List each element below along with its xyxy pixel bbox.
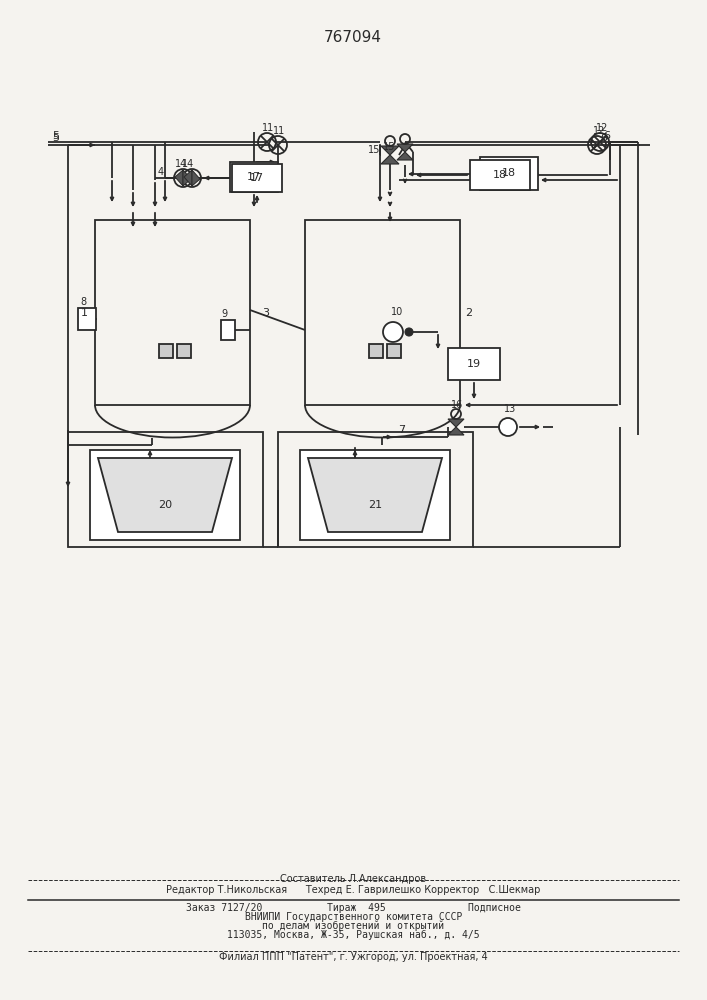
Bar [300, 450, 450, 540]
Polygon shape [175, 170, 183, 186]
Polygon shape [448, 419, 464, 427]
Text: 11: 11 [273, 126, 285, 136]
Bar [278, 432, 473, 547]
Text: 18: 18 [493, 170, 507, 180]
Text: 3: 3 [262, 308, 269, 318]
Bar [95, 220, 250, 405]
Text: 5: 5 [52, 131, 59, 141]
Text: ВНИИПИ Государственного комитета СССР: ВНИИПИ Государственного комитета СССР [245, 912, 462, 922]
Bar [305, 220, 460, 405]
Text: 15: 15 [383, 142, 395, 152]
Circle shape [405, 328, 413, 336]
Text: 14: 14 [175, 159, 187, 169]
Text: 21: 21 [368, 500, 382, 510]
Text: 14: 14 [182, 159, 194, 169]
Polygon shape [381, 146, 399, 155]
Polygon shape [448, 427, 464, 435]
Text: 6: 6 [600, 133, 607, 143]
Polygon shape [98, 458, 232, 532]
Text: 12: 12 [593, 126, 605, 136]
Polygon shape [183, 170, 191, 186]
Polygon shape [397, 144, 413, 152]
Text: по делам изобретений и открытий: по делам изобретений и открытий [262, 921, 445, 931]
Bar [159, 344, 173, 358]
Text: 9: 9 [221, 309, 227, 319]
Text: 113035, Москва, Ж-35, Раушская наб., д. 4/5: 113035, Москва, Ж-35, Раушская наб., д. … [227, 930, 480, 940]
Circle shape [499, 418, 517, 436]
Text: 13: 13 [504, 404, 516, 414]
Text: 11: 11 [262, 123, 274, 133]
Bar [480, 157, 538, 190]
Bar [68, 432, 263, 547]
Polygon shape [192, 170, 200, 186]
Text: 16: 16 [451, 400, 463, 410]
Bar [232, 164, 282, 192]
Text: 12: 12 [596, 123, 609, 133]
Text: 5: 5 [52, 133, 59, 143]
Text: 767094: 767094 [324, 30, 382, 45]
Text: 1: 1 [81, 308, 88, 318]
Polygon shape [397, 152, 413, 160]
Bar [369, 344, 383, 358]
Text: Заказ 7127/20           Тираж  495              Подписное: Заказ 7127/20 Тираж 495 Подписное [186, 903, 521, 913]
Text: 10: 10 [391, 307, 403, 317]
Text: 4: 4 [158, 167, 164, 177]
Bar [90, 450, 240, 540]
Text: Составитель Л.Александров: Составитель Л.Александров [281, 874, 426, 884]
Bar [470, 160, 530, 190]
Polygon shape [381, 155, 399, 164]
Bar [230, 162, 278, 192]
Text: 15: 15 [368, 145, 380, 155]
Text: Редактор Т.Никольская      Техред Е. Гаврилешко Корректор   С.Шекмар: Редактор Т.Никольская Техред Е. Гаврилеш… [166, 885, 541, 895]
Text: 8: 8 [80, 297, 86, 307]
Text: 6: 6 [603, 131, 610, 141]
Circle shape [383, 322, 403, 342]
Text: 20: 20 [158, 500, 172, 510]
Bar [387, 344, 401, 358]
Text: Филиал ППП "Патент", г. Ужгород, ул. Проектная, 4: Филиал ППП "Патент", г. Ужгород, ул. Про… [219, 952, 488, 962]
Bar [221, 320, 235, 340]
Text: 17: 17 [250, 173, 264, 183]
Bar [78, 308, 96, 330]
Text: 18: 18 [502, 168, 516, 178]
Polygon shape [308, 458, 442, 532]
Bar [177, 344, 191, 358]
Bar [448, 348, 500, 380]
Text: 7: 7 [398, 425, 405, 435]
Text: 19: 19 [467, 359, 481, 369]
Text: 17: 17 [247, 172, 261, 182]
Text: 2: 2 [465, 308, 472, 318]
Polygon shape [184, 170, 192, 186]
